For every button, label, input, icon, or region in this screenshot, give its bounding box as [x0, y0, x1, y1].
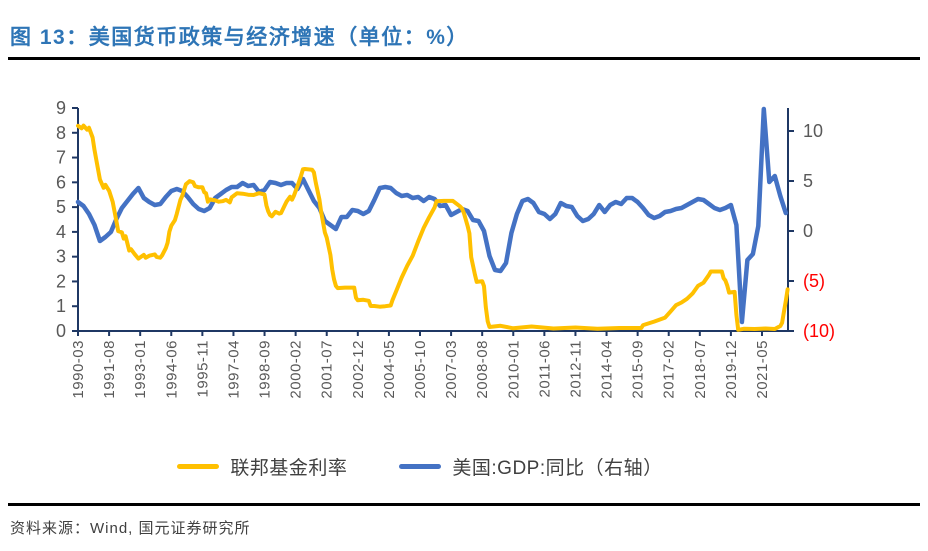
gdp-yoy-line: [75, 106, 789, 325]
figure-title: 图 13：美国货币政策与经济增速（单位：%）: [10, 26, 469, 49]
legend-label-ffr: 联邦基金利率: [230, 458, 348, 479]
legend-item-ffr: 联邦基金利率: [177, 453, 347, 480]
x-tick-label: 2014-04: [599, 340, 616, 399]
chart-legend: 联邦基金利率 美国:GDP:同比（右轴）: [0, 453, 884, 480]
y-left-tick-label: 4: [56, 222, 66, 242]
y-left-tick-label: 7: [56, 148, 66, 168]
x-tick-label: 1998-09: [257, 340, 274, 399]
x-tick-label: 2000-02: [288, 340, 305, 399]
x-tick-label: 2001-07: [319, 340, 336, 399]
x-tick-label: 2019-12: [723, 340, 740, 399]
x-tick-label: 2018-07: [692, 340, 709, 399]
legend-item-gdp: 美国:GDP:同比（右轴）: [399, 453, 662, 480]
x-tick-label: 2017-02: [661, 340, 678, 399]
x-tick-label: 1990-03: [70, 340, 87, 399]
y-right-tick-label: (10): [803, 321, 835, 341]
x-tick-label: 2011-06: [536, 340, 553, 397]
y-left-tick-label: 8: [56, 123, 66, 143]
x-tick-label: 2005-10: [412, 340, 429, 399]
source-note: 资料来源：Wind, 国元证券研究所: [10, 520, 251, 537]
x-tick-label: 1993-01: [132, 340, 149, 399]
bottom-divider: [8, 503, 920, 506]
fed-funds-rate-line: [76, 123, 790, 332]
y-right-tick-label: 10: [803, 121, 823, 141]
x-tick-label: 2004-05: [381, 340, 398, 399]
x-tick-label: 2008-08: [474, 340, 491, 399]
y-right-tick-label: 0: [803, 221, 813, 241]
x-tick-label: 1997-04: [225, 340, 242, 399]
x-tick-label: 2021-05: [754, 340, 771, 399]
y-left-tick-label: 0: [56, 321, 66, 341]
y-left-tick-label: 6: [56, 172, 66, 192]
y-left-tick-label: 5: [56, 197, 66, 217]
x-tick-label: 2012-11: [567, 340, 584, 397]
top-divider: [8, 57, 920, 60]
legend-label-gdp: 美国:GDP:同比（右轴）: [452, 458, 663, 479]
x-tick-label: 1991-08: [101, 340, 118, 399]
axis-frame: [77, 108, 789, 332]
y-left-tick-label: 3: [56, 247, 66, 267]
x-tick-label: 2015-09: [630, 340, 647, 399]
x-tick-label: 1995-11: [194, 340, 211, 397]
y-left-tick-label: 2: [56, 271, 66, 291]
ffr-line-swatch: [177, 464, 220, 469]
y-right-tick-label: 5: [803, 171, 813, 191]
y-left-tick-label: 1: [56, 296, 66, 316]
y-right-tick-label: (5): [803, 271, 825, 291]
x-tick-label: 2002-12: [350, 340, 367, 399]
x-tick-label: 2007-03: [443, 340, 460, 399]
x-tick-label: 2010-01: [505, 340, 522, 399]
gdp-line-swatch: [399, 464, 442, 469]
x-tick-label: 1994-06: [163, 340, 180, 399]
y-left-tick-label: 9: [56, 98, 66, 118]
